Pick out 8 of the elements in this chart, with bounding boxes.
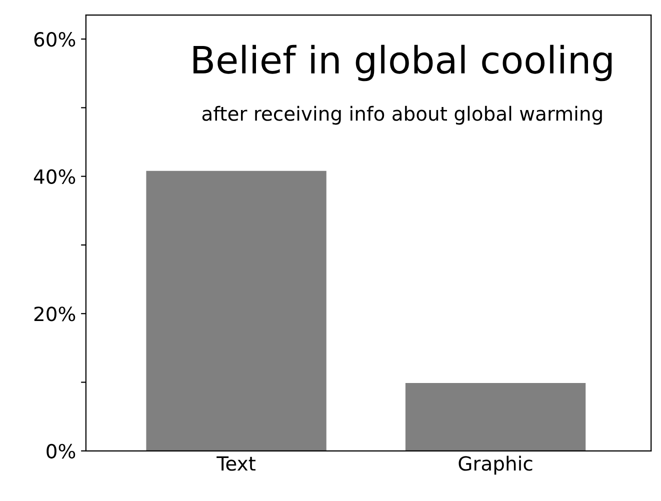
x-tick-label: Text [216, 456, 256, 471]
y-tick-label: 60% [34, 32, 76, 47]
text: after receiving info about global warming [202, 106, 602, 125]
x-tick-label: Graphic [458, 456, 532, 475]
text: Belief in global cooling [194, 44, 612, 82]
y-tick-label: 20% [34, 306, 76, 322]
y-tick-label: 40% [34, 169, 76, 184]
y-tick-label: 0% [46, 444, 76, 459]
